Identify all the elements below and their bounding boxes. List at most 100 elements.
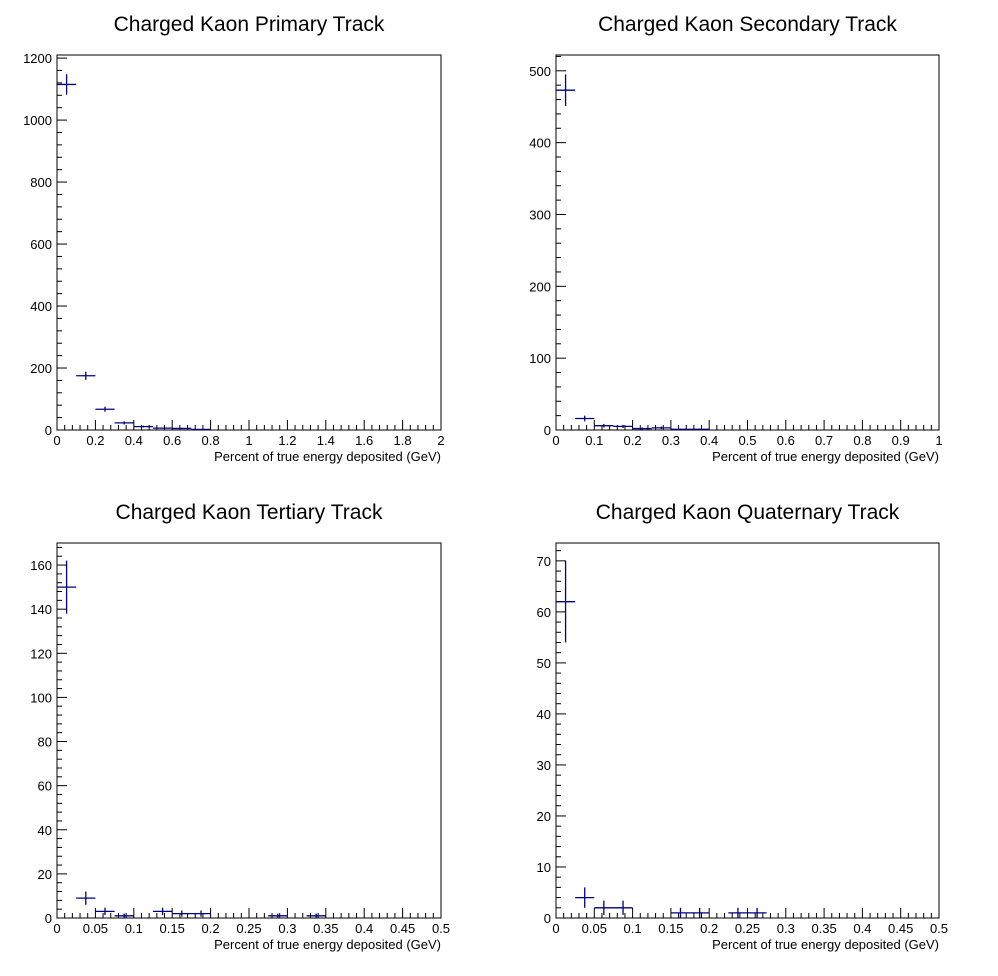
x-tick-label: 0.45 <box>888 921 913 936</box>
y-tick-label: 200 <box>529 279 551 294</box>
y-tick-label: 800 <box>30 175 52 190</box>
data-point <box>632 427 652 430</box>
x-tick-label: 0.4 <box>125 433 143 448</box>
x-tick-label: 0.7 <box>815 433 833 448</box>
x-tick-label: 0 <box>552 433 559 448</box>
data-point <box>690 428 710 430</box>
x-tick-label: 0.1 <box>125 921 143 936</box>
x-tick-label: 0.5 <box>738 433 756 448</box>
x-tick-label: 1.8 <box>394 433 412 448</box>
data-point <box>670 907 691 918</box>
y-tick-label: 200 <box>30 361 52 376</box>
x-tick-label: 0.2 <box>624 433 642 448</box>
x-tick-label: 0.05 <box>582 921 607 936</box>
data-point <box>594 423 614 428</box>
y-tick-label: 400 <box>30 299 52 314</box>
y-tick-label: 0 <box>544 911 551 926</box>
y-tick-label: 500 <box>529 64 551 79</box>
y-tick-label: 0 <box>45 911 52 926</box>
data-point <box>594 900 614 915</box>
chart-title: Charged Kaon Secondary Track <box>598 13 897 36</box>
data-point <box>95 406 115 412</box>
data-point <box>191 428 211 431</box>
data-point <box>172 427 192 430</box>
x-tick-label: 0.5 <box>930 921 948 936</box>
x-tick-label: 0 <box>552 921 559 936</box>
data-point <box>613 900 633 915</box>
y-tick-label: 120 <box>30 646 52 661</box>
x-axis-label: Percent of true energy deposited (GeV) <box>214 449 441 464</box>
x-tick-label: 0.4 <box>355 921 373 936</box>
chart-title: Charged Kaon Tertiary Track <box>116 501 383 524</box>
y-tick-label: 1200 <box>23 51 52 66</box>
x-tick-label: 0.3 <box>662 433 680 448</box>
y-tick-label: 70 <box>537 554 551 569</box>
y-tick-label: 400 <box>529 136 551 151</box>
x-tick-label: 0.2 <box>700 921 718 936</box>
chart-title: Charged Kaon Quaternary Track <box>596 501 900 524</box>
data-point <box>268 913 288 918</box>
x-tick-label: 0.35 <box>313 921 338 936</box>
data-point <box>172 910 192 917</box>
y-tick-label: 40 <box>38 823 52 838</box>
y-tick-label: 20 <box>38 867 52 882</box>
data-point <box>153 907 173 916</box>
x-tick-label: 1 <box>245 433 252 448</box>
data-point <box>575 887 595 908</box>
x-tick-label: 1.2 <box>278 433 296 448</box>
x-tick-label: 0.05 <box>83 921 108 936</box>
x-axis-label: Percent of true energy deposited (GeV) <box>214 937 441 952</box>
y-tick-label: 160 <box>30 558 52 573</box>
x-tick-label: 0.15 <box>658 921 683 936</box>
x-tick-label: 0 <box>53 433 60 448</box>
data-point <box>57 74 77 95</box>
y-tick-label: 10 <box>537 860 551 875</box>
y-tick-label: 60 <box>537 605 551 620</box>
y-tick-label: 100 <box>529 351 551 366</box>
y-tick-label: 60 <box>38 779 52 794</box>
data-point <box>306 913 326 918</box>
x-tick-label: 0 <box>53 921 60 936</box>
x-tick-label: 0.45 <box>390 921 415 936</box>
x-tick-label: 0.25 <box>236 921 261 936</box>
data-point <box>613 424 633 428</box>
x-tick-label: 1.6 <box>355 433 373 448</box>
y-tick-label: 600 <box>30 237 52 252</box>
data-point <box>728 907 748 918</box>
x-tick-label: 1 <box>935 433 942 448</box>
data-point <box>153 427 173 429</box>
data-point <box>690 907 710 918</box>
x-tick-label: 0.2 <box>86 433 104 448</box>
y-tick-label: 300 <box>529 207 551 222</box>
x-tick-label: 0.4 <box>700 433 718 448</box>
x-tick-label: 0.8 <box>853 433 871 448</box>
data-point <box>670 428 691 430</box>
x-tick-label: 0.3 <box>777 921 795 936</box>
x-tick-label: 0.9 <box>892 433 910 448</box>
data-point <box>556 560 576 643</box>
x-tick-label: 0.35 <box>811 921 836 936</box>
data-point <box>556 74 576 107</box>
x-axis-label: Percent of true energy deposited (GeV) <box>712 937 939 952</box>
data-point <box>191 910 211 917</box>
data-point <box>76 371 96 380</box>
x-tick-label: 0.8 <box>202 433 220 448</box>
y-tick-label: 50 <box>537 656 551 671</box>
x-tick-label: 1.4 <box>317 433 335 448</box>
y-tick-label: 20 <box>537 809 551 824</box>
y-tick-label: 140 <box>30 602 52 617</box>
y-tick-label: 30 <box>537 758 551 773</box>
data-point <box>133 425 153 428</box>
data-point <box>747 907 767 918</box>
x-tick-label: 0.3 <box>278 921 296 936</box>
y-tick-label: 100 <box>30 690 52 705</box>
x-tick-label: 0.15 <box>160 921 185 936</box>
x-tick-label: 0.1 <box>624 921 642 936</box>
x-tick-label: 2 <box>437 433 444 448</box>
y-tick-label: 80 <box>38 735 52 750</box>
y-tick-label: 0 <box>45 423 52 438</box>
data-point <box>575 415 595 422</box>
x-tick-label: 0.5 <box>432 921 450 936</box>
data-point <box>57 560 77 614</box>
